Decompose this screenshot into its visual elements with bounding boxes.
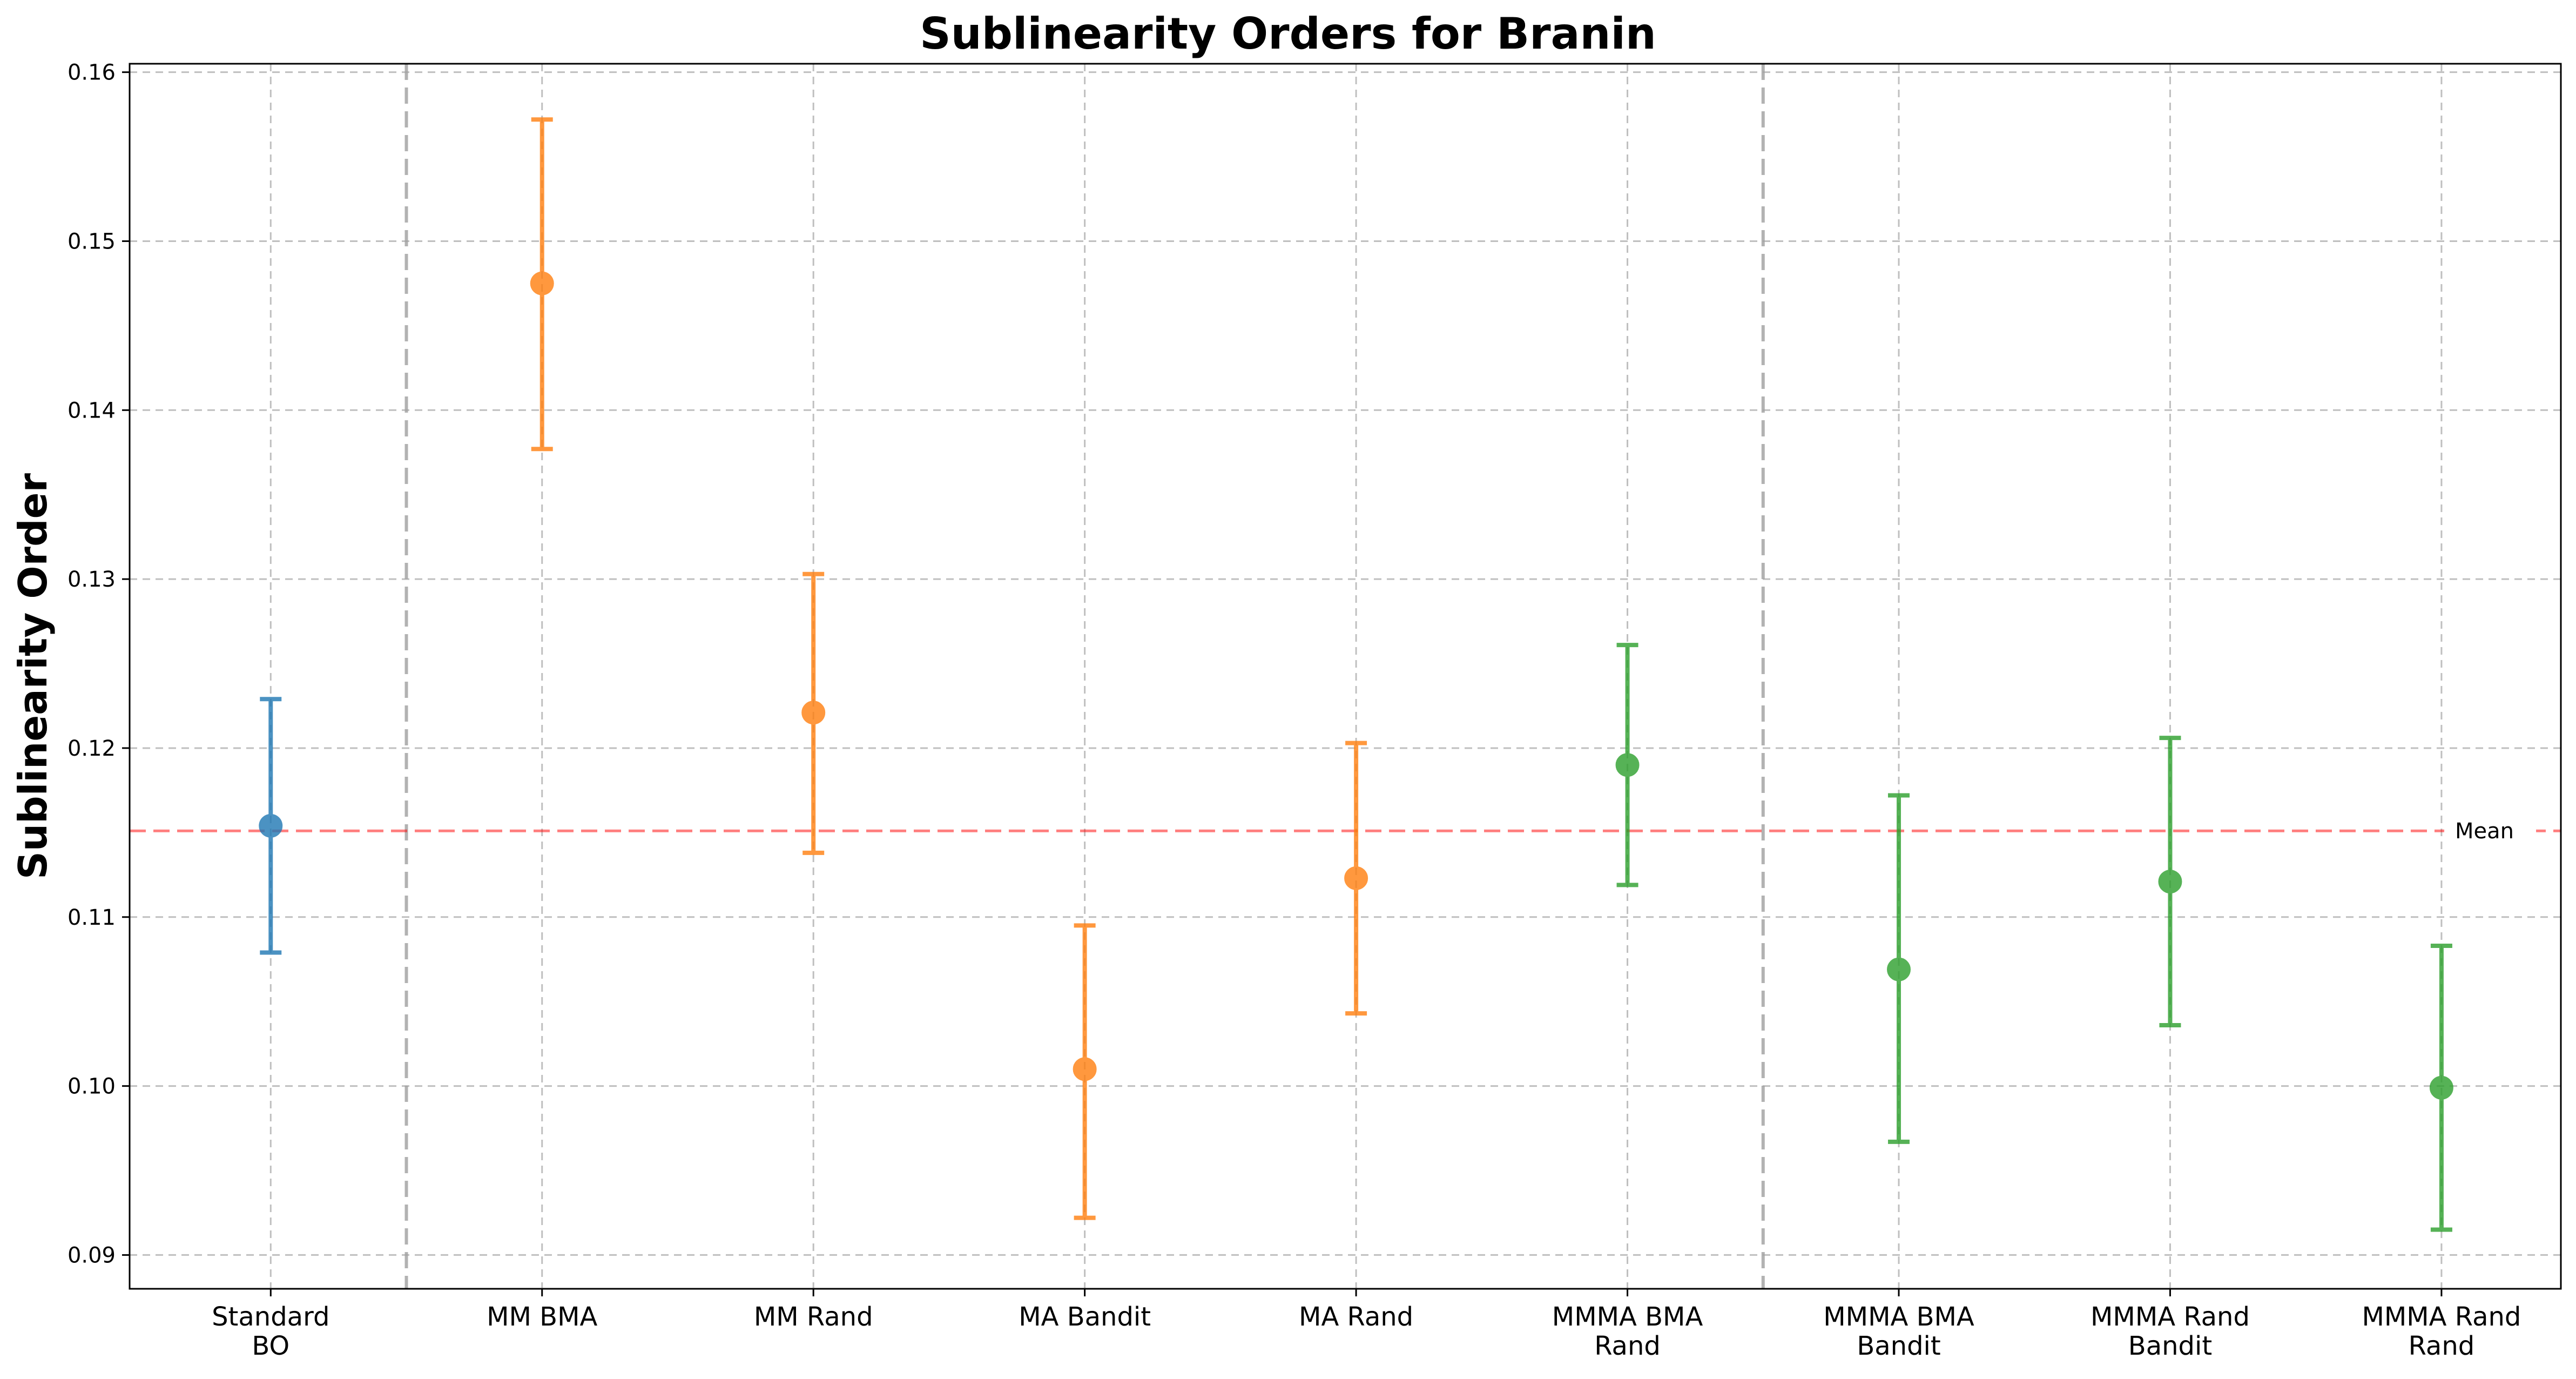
y-axis-label: Sublinearity Order xyxy=(10,473,56,879)
y-tick-label: 0.14 xyxy=(68,398,116,423)
x-tick-label: Rand xyxy=(1594,1331,1661,1361)
data-point xyxy=(2429,1075,2453,1100)
y-tick-label: 0.11 xyxy=(68,905,116,930)
data-point-group xyxy=(801,571,826,855)
x-tick-label: Standard xyxy=(212,1302,329,1332)
data-points-layer xyxy=(259,117,2453,1232)
x-tick-label: Rand xyxy=(2409,1331,2475,1361)
data-point-group xyxy=(2429,943,2453,1232)
x-tick-label: MMMA BMA xyxy=(1552,1302,1703,1332)
x-tick-label: MMMA Rand xyxy=(2091,1302,2250,1332)
data-point xyxy=(1344,866,1368,890)
y-tick-label: 0.16 xyxy=(68,60,116,85)
chart-title: Sublinearity Orders for Branin xyxy=(920,9,1656,59)
y-tick-label: 0.13 xyxy=(68,567,116,592)
mean-line-group: Mean xyxy=(130,817,2561,844)
data-point xyxy=(801,701,826,725)
data-point xyxy=(2158,870,2182,894)
data-point-group xyxy=(259,697,283,955)
data-point xyxy=(259,813,283,838)
data-point-group xyxy=(530,117,554,452)
data-point xyxy=(1615,753,1640,777)
y-tick-label: 0.15 xyxy=(68,229,116,254)
data-point-group xyxy=(1073,923,1097,1220)
axes-frame xyxy=(129,63,2562,1290)
mean-label: Mean xyxy=(2455,819,2514,844)
y-tick-label: 0.09 xyxy=(68,1243,116,1268)
data-point-group xyxy=(1344,741,1368,1016)
x-tick-label: BO xyxy=(252,1331,289,1361)
data-point-group xyxy=(1887,793,1911,1144)
x-tick-label: MMMA Rand xyxy=(2362,1302,2521,1332)
x-tick-label: Bandit xyxy=(2128,1331,2212,1361)
data-point-group xyxy=(2158,736,2182,1027)
x-tick-label: MMMA BMA xyxy=(1823,1302,1974,1332)
x-tick-label: MM Rand xyxy=(754,1302,873,1332)
group-separators xyxy=(404,64,1765,1289)
data-point xyxy=(530,271,554,295)
mean-label-background xyxy=(2444,817,2537,844)
data-point-group xyxy=(1615,643,1640,887)
x-tick-label: MM BMA xyxy=(487,1302,597,1332)
data-point xyxy=(1073,1057,1097,1081)
y-tick-label: 0.10 xyxy=(68,1074,116,1099)
y-axis-ticks: 0.09 0.10 0.11 0.12 0.13 0.14 0.15 0.16 xyxy=(68,60,130,1268)
plot-frame xyxy=(129,63,2562,1290)
x-tick-label: Bandit xyxy=(1857,1331,1940,1361)
x-tick-label: MA Rand xyxy=(1299,1302,1413,1332)
x-tick-label: MA Bandit xyxy=(1019,1302,1151,1332)
data-point xyxy=(1887,957,1911,981)
y-tick-label: 0.12 xyxy=(68,736,116,761)
